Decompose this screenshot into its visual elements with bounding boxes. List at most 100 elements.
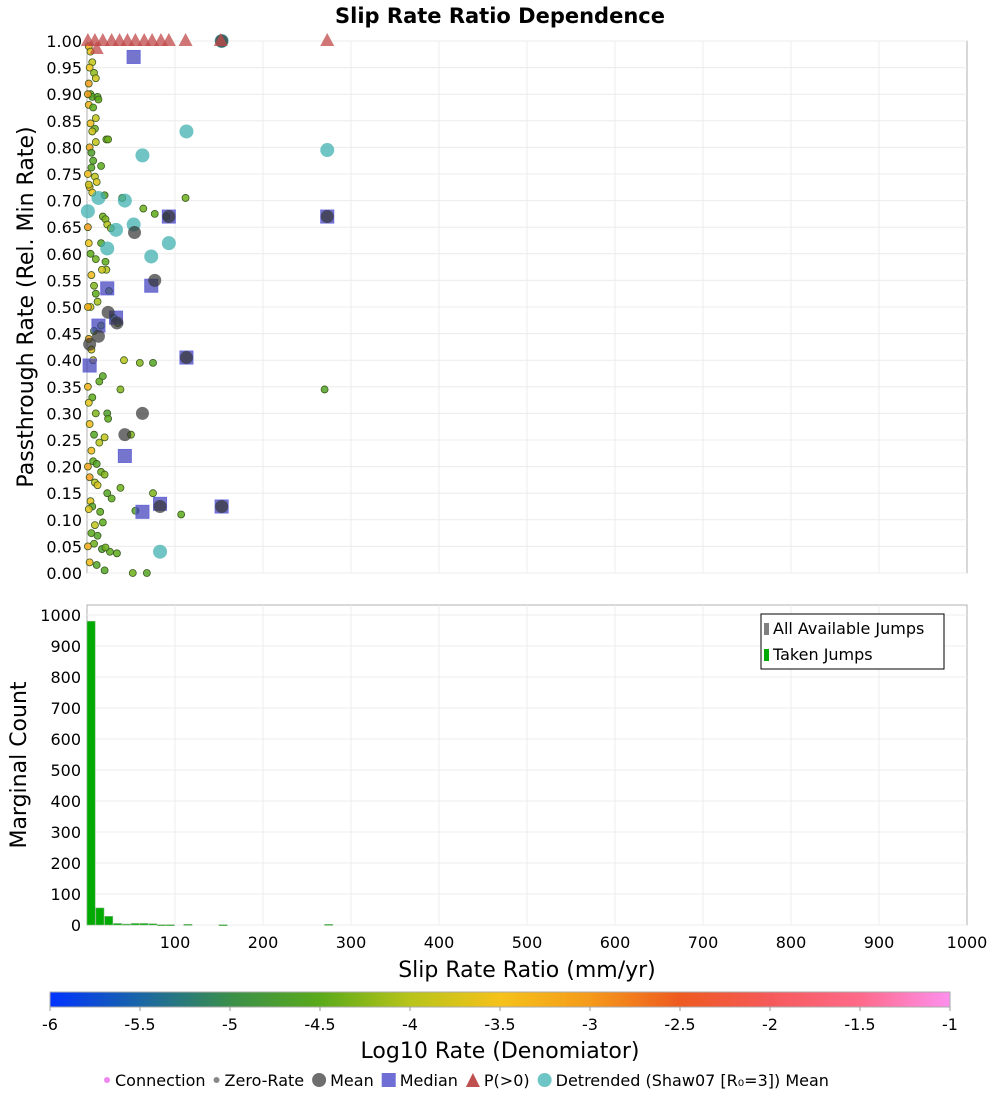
connection-point [83,303,92,311]
connection-point [150,209,159,218]
detrended-mean-point [100,241,115,256]
connection-point [83,90,92,99]
connection-point [101,543,110,552]
scatter-points [80,33,335,577]
y-tick-label: 500 [50,761,81,780]
y-tick-label: 0.90 [46,85,82,104]
colorbar-tick-label: -3.5 [484,1015,515,1034]
connection-point [139,204,148,213]
histogram-bars [86,620,334,926]
connection-point [84,505,93,514]
detrended-mean-point [135,148,150,163]
connection-point [149,358,157,367]
connection-point [91,138,100,146]
legend-marker-circle [312,1073,327,1087]
connection-point [86,119,95,128]
colorbar-tick-label: -2 [762,1015,778,1034]
connection-point [103,489,112,498]
connection-point [87,271,96,279]
detrended-mean-point [144,249,159,264]
legend-marker-square [381,1073,396,1087]
legend-label-taken-jumps: Taken Jumps [772,645,873,664]
legend-label: Median [400,1071,458,1090]
y-tick-label: 1000 [40,606,81,625]
legend-swatch-all-available-jumps [764,623,769,635]
connection-point [100,433,109,442]
histogram-grid [87,605,967,926]
y-tick-label: 0.40 [46,351,82,370]
histogram-bar [113,923,122,926]
chart-title: Slip Rate Ratio Dependence [335,4,665,28]
y-tick-label: 0.20 [46,458,82,477]
y-tick-label: 0.10 [46,511,82,530]
connection-point [91,114,100,123]
mean-point [135,406,149,420]
y-tick-label: 0.05 [46,537,82,556]
x-tick-label: 100 [160,933,191,952]
y-tick-label: 0.45 [46,325,82,344]
histogram-bar [86,620,96,926]
histogram-bar [139,923,149,926]
median-point [126,49,141,64]
legend-marker-dot [213,1077,220,1083]
connection-point [100,470,109,479]
histogram-bar [104,916,114,926]
legend-label: Detrended (Shaw07 [R₀=3]) Mean [556,1071,829,1090]
probability-point [95,33,110,46]
legend-item: Mean [312,1071,374,1090]
detrended-mean-point [91,190,106,205]
median-point [135,504,150,519]
legend-label: Mean [330,1071,374,1090]
mean-point [179,351,193,365]
scatter-grid [87,40,967,574]
connection-point [181,194,190,202]
detrended-mean-point [109,222,124,237]
colorbar-tick-label: -1 [942,1015,958,1034]
y-tick-label: 900 [50,637,81,656]
connection-point [98,518,107,527]
histogram-bar [121,923,131,926]
y-tick-label: 0.65 [46,218,82,237]
connection-point [104,414,113,423]
connection-point [90,430,98,439]
y-tick-label: 0.50 [46,298,82,317]
connection-point [85,63,94,72]
scatter-y-ticks: 0.00 0.05 0.10 0.15 0.20 0.25 0.30 0.35 0.40 0.45… [46,32,82,583]
histogram-bar [157,924,166,926]
y-tick-label: 100 [50,885,81,904]
x-tick-label: 300 [336,933,367,952]
colorbar-tick-label: -1.5 [844,1015,875,1034]
y-tick-label: 400 [50,792,81,811]
colorbar-tick-label: -4.5 [304,1015,335,1034]
y-tick-label: 0.00 [46,564,82,583]
histogram-y-axis-title: Marginal Count [7,681,32,848]
y-tick-label: 0.85 [46,112,82,131]
connection-point [116,483,125,492]
mean-point [128,226,142,240]
y-tick-label: 700 [50,699,81,718]
legend-swatch-taken-jumps [764,649,769,661]
y-tick-label: 0 [71,916,81,935]
legend-item: P(>0) [465,1071,530,1090]
connection-point [87,163,96,172]
connection-point [98,372,107,381]
connection-point [98,265,106,274]
connection-point [85,473,94,482]
x-tick-label: 1000 [947,933,988,952]
probability-point [145,33,160,46]
connection-point [116,385,125,394]
probability-point [161,33,176,46]
connection-point [83,382,92,391]
connection-point [128,569,137,577]
histogram-bar [130,923,140,926]
y-tick-label: 300 [50,823,81,842]
histogram-legend: All Available Jumps Taken Jumps [760,613,945,670]
connection-point [85,420,94,428]
connection-point [95,377,104,386]
histogram-bar [165,924,175,926]
histogram-bar [95,907,105,926]
median-point [82,358,97,373]
connection-point [96,507,105,516]
connection-point [83,223,92,232]
